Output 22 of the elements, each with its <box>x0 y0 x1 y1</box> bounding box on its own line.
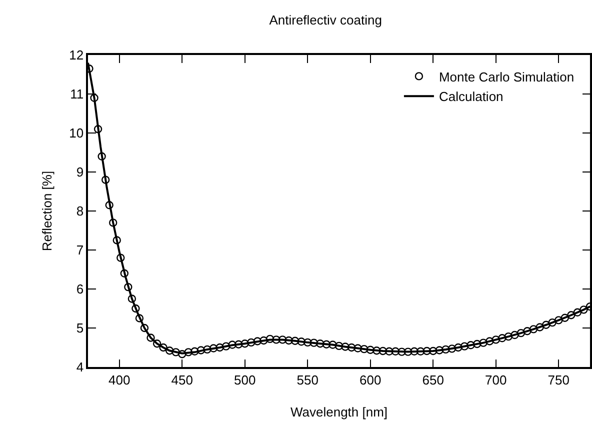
y-tick-label: 9 <box>76 164 84 180</box>
y-tick-label: 5 <box>76 320 84 336</box>
x-tick-label: 450 <box>171 372 193 388</box>
legend-label: Calculation <box>438 89 504 104</box>
y-tick-label: 12 <box>69 48 84 63</box>
y-tick-label: 6 <box>76 282 84 297</box>
x-tick-label: 600 <box>360 372 382 388</box>
y-tick-label: 11 <box>70 86 84 102</box>
legend-label: Monte Carlo Simulation <box>438 69 574 84</box>
x-tick-label: 550 <box>296 372 318 388</box>
x-tick-label: 500 <box>234 372 256 388</box>
x-tick-label: 400 <box>108 372 130 388</box>
y-tick-label: 10 <box>69 126 84 141</box>
x-tick-label: 750 <box>548 372 570 388</box>
y-tick-label: 7 <box>76 242 84 258</box>
chart-title: Antireflectiv coating <box>269 12 382 28</box>
y-tick-label: 4 <box>76 360 84 375</box>
y-tick-label: 8 <box>76 204 84 219</box>
x-tick-label: 650 <box>422 372 444 388</box>
y-axis-title: Reflection [%] <box>40 170 54 252</box>
x-tick-label: 700 <box>485 372 507 388</box>
x-axis-title: Wavelength [nm] <box>290 404 388 420</box>
